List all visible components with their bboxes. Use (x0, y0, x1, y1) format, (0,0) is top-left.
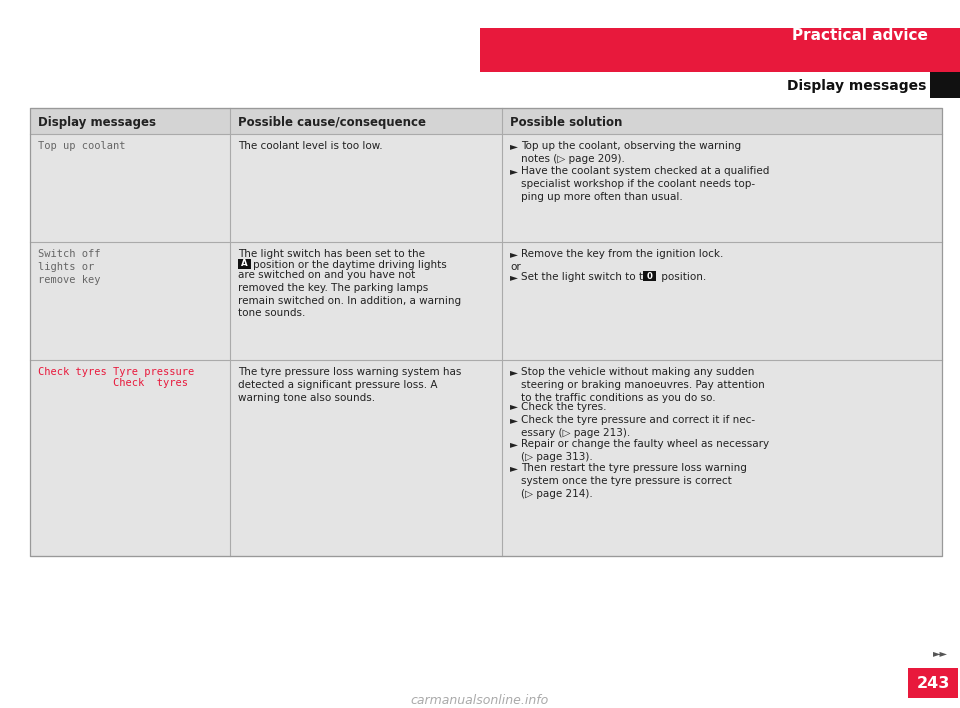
Text: ►►: ►► (933, 648, 948, 658)
Bar (930, 72, 960, 98)
Text: Display messages: Display messages (38, 116, 156, 129)
Text: ►: ► (510, 439, 518, 449)
Text: Practical advice: Practical advice (792, 28, 928, 43)
Text: The light switch has been set to the: The light switch has been set to the (238, 249, 425, 259)
Bar (643, 271, 656, 281)
Text: Top up coolant: Top up coolant (38, 141, 126, 151)
Text: or: or (510, 261, 520, 271)
Text: The tyre pressure loss warning system has
detected a significant pressure loss. : The tyre pressure loss warning system ha… (238, 367, 462, 403)
Text: ►: ► (510, 463, 518, 473)
Text: carmanualsonline.info: carmanualsonline.info (411, 694, 549, 707)
Text: Switch off
lights or
remove key: Switch off lights or remove key (38, 249, 101, 285)
Text: Set the light switch to the: Set the light switch to the (521, 272, 660, 282)
Bar (238, 258, 251, 268)
Bar (30, 242, 942, 360)
Text: ►: ► (510, 367, 518, 377)
Text: ►: ► (510, 166, 518, 176)
Text: position.: position. (658, 272, 707, 282)
Text: A: A (241, 260, 248, 268)
Bar (30, 108, 942, 556)
Bar (30, 360, 942, 556)
Text: Top up the coolant, observing the warning
notes (▷ page 209).: Top up the coolant, observing the warnin… (521, 141, 741, 164)
Text: Display messages: Display messages (786, 79, 926, 93)
Text: Check tyres: Check tyres (38, 367, 107, 377)
Text: Possible solution: Possible solution (510, 116, 622, 129)
Bar (908, 668, 958, 698)
Text: Possible cause/consequence: Possible cause/consequence (238, 116, 426, 129)
Text: are switched on and you have not
removed the key. The parking lamps
remain switc: are switched on and you have not removed… (238, 270, 461, 319)
Bar (30, 134, 942, 242)
Text: ►: ► (510, 415, 518, 425)
Text: position or the daytime driving lights: position or the daytime driving lights (253, 260, 446, 270)
Text: Check the tyres.: Check the tyres. (521, 401, 607, 411)
Bar (480, 28, 960, 72)
Text: Have the coolant system checked at a qualified
specialist workshop if the coolan: Have the coolant system checked at a qua… (521, 166, 769, 202)
Text: ►: ► (510, 272, 518, 282)
Text: Remove the key from the ignition lock.: Remove the key from the ignition lock. (521, 249, 724, 259)
Bar (30, 108, 942, 134)
Text: Check  tyres: Check tyres (113, 377, 188, 387)
Text: ►: ► (510, 401, 518, 411)
Text: Stop the vehicle without making any sudden
steering or braking manoeuvres. Pay a: Stop the vehicle without making any sudd… (521, 367, 765, 403)
Text: Check the tyre pressure and correct it if nec-
essary (▷ page 213).: Check the tyre pressure and correct it i… (521, 415, 756, 438)
Text: 243: 243 (916, 675, 949, 690)
Text: ►: ► (510, 249, 518, 259)
Text: The coolant level is too low.: The coolant level is too low. (238, 141, 383, 151)
Text: ►: ► (510, 141, 518, 151)
Text: Repair or change the faulty wheel as necessary
(▷ page 313).: Repair or change the faulty wheel as nec… (521, 439, 769, 462)
Text: Then restart the tyre pressure loss warning
system once the tyre pressure is cor: Then restart the tyre pressure loss warn… (521, 463, 747, 498)
Text: 0: 0 (647, 272, 653, 281)
Text: Tyre pressure: Tyre pressure (113, 367, 194, 377)
